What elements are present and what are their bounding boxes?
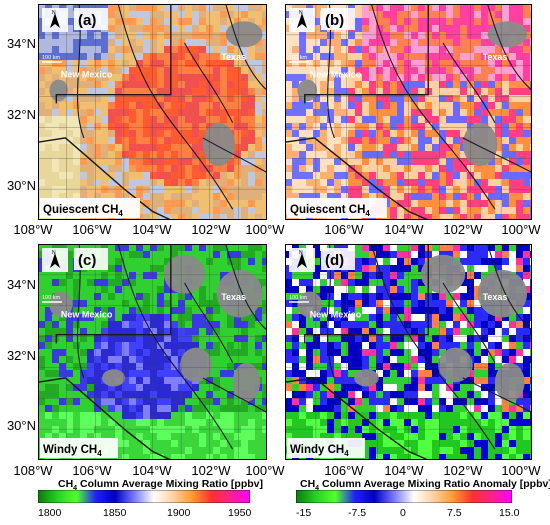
lon-label-100w-mid-left: 100°W [245,222,285,237]
panel-caption: Quiescent CH4 [290,204,370,218]
colorbar-left [38,490,250,503]
lon-label-100w-bottom-right: 100°W [501,463,541,478]
panel-caption: Windy CH4 [43,444,102,458]
panel-caption-box [40,438,118,458]
panel-letter-box [74,248,108,270]
panel-letter: (d) [325,252,344,269]
north-arrow-icon: N [289,248,315,272]
colorbar-right-tick-neg15: -15 [296,507,312,519]
panel-letter: (b) [325,12,344,29]
map-panel-c: (c) N 100 km New Mexico Texas Windy CH4 [38,244,267,460]
svg-text:N: N [299,10,303,16]
lon-label-104w-mid-left: 104°W [132,222,172,237]
panel-letter-box [321,248,355,270]
colorbar-left-tick-1850: 1850 [103,507,127,519]
svg-text:100 km: 100 km [289,295,307,301]
north-arrow-icon: N [42,8,68,32]
panel-caption-box [40,198,140,218]
state-label-new-mexico: New Mexico [61,309,113,319]
lon-label-108w-bottom: 108°W [13,463,53,478]
scale-bar: 100 km [42,55,62,63]
lon-label-102w-bottom-left: 102°W [191,463,231,478]
lon-label-100w-mid-right: 100°W [501,222,541,237]
lon-label-102w-mid-right: 102°W [443,222,483,237]
lat-label-30n-bottom: 30°N [6,418,36,433]
panel-caption-box [287,438,365,458]
panel-caption: Quiescent CH4 [43,204,123,218]
lon-label-104w-mid-right: 104°W [384,222,424,237]
colorbar-right-tick-neg7-5: -7.5 [348,507,367,519]
state-label-new-mexico: New Mexico [310,69,362,79]
colorbar-right-title: CH4 Column Average Mixing Ratio Anomaly … [300,478,550,493]
colorbar-left-tick-1950: 1950 [228,507,252,519]
state-label-texas: Texas [483,52,508,62]
lat-label-34n-top: 34°N [6,36,36,51]
north-arrow-icon: N [42,248,68,272]
panel-caption-box [287,198,387,218]
lat-label-32n-bottom: 32°N [6,348,36,363]
lon-label-100w-bottom-left: 100°W [245,463,285,478]
colorbar-right-tick-7-5: 7.5 [447,507,462,519]
map-panel-b: (b) N 100 km New Mexico Texas Quiescent CH4 [285,4,532,220]
lon-label-102w-bottom-right: 102°W [443,463,483,478]
lon-label-106w-bottom-right: 106°W [324,463,364,478]
svg-text:100 km: 100 km [289,55,307,61]
panel-letter: (a) [78,12,96,29]
scale-bar: 100 km [289,55,309,63]
colorbar-right [296,490,512,503]
lon-label-104w-bottom-right: 104°W [384,463,424,478]
state-label-texas: Texas [221,292,246,302]
svg-text:N: N [52,250,56,256]
scale-bar: 100 km [289,295,309,303]
lat-label-32n-top: 32°N [6,107,36,122]
lon-label-108w-mid: 108°W [13,222,53,237]
lat-label-30n-top: 30°N [6,178,36,193]
svg-text:N: N [52,10,56,16]
state-label-new-mexico: New Mexico [310,309,362,319]
lon-label-106w-bottom-left: 106°W [72,463,112,478]
lon-label-104w-bottom-left: 104°W [132,463,172,478]
north-arrow-icon: N [289,8,315,32]
scale-bar: 100 km [42,295,62,303]
lat-label-34n-bottom: 34°N [6,277,36,292]
state-label-new-mexico: New Mexico [61,69,113,79]
panel-letter: (c) [78,252,96,269]
map-panel-a: (a) N 100 km New Mexico Texas Quiescent CH4 [38,4,267,220]
panel-caption: Windy CH4 [290,444,349,458]
state-label-texas: Texas [483,292,508,302]
colorbar-left-tick-1800: 1800 [38,507,62,519]
map-panel-d: (d) N 100 km New Mexico Texas Windy CH4 [285,244,532,460]
colorbar-right-tick-15: 15.0 [499,507,520,519]
lon-label-102w-mid-left: 102°W [191,222,231,237]
colorbar-left-title: CH4 Column Average Mixing Ratio [ppbv] [58,478,263,493]
lon-label-106w-mid-left: 106°W [72,222,112,237]
state-label-texas: Texas [221,52,246,62]
svg-text:100 km: 100 km [42,295,60,301]
lon-label-106w-mid-right: 106°W [324,222,364,237]
colorbar-right-tick-0: 0 [400,507,406,519]
panel-letter-box [74,8,108,30]
svg-text:N: N [299,250,303,256]
panel-letter-box [321,8,355,30]
svg-text:100 km: 100 km [42,55,60,61]
colorbar-left-tick-1900: 1900 [167,507,191,519]
